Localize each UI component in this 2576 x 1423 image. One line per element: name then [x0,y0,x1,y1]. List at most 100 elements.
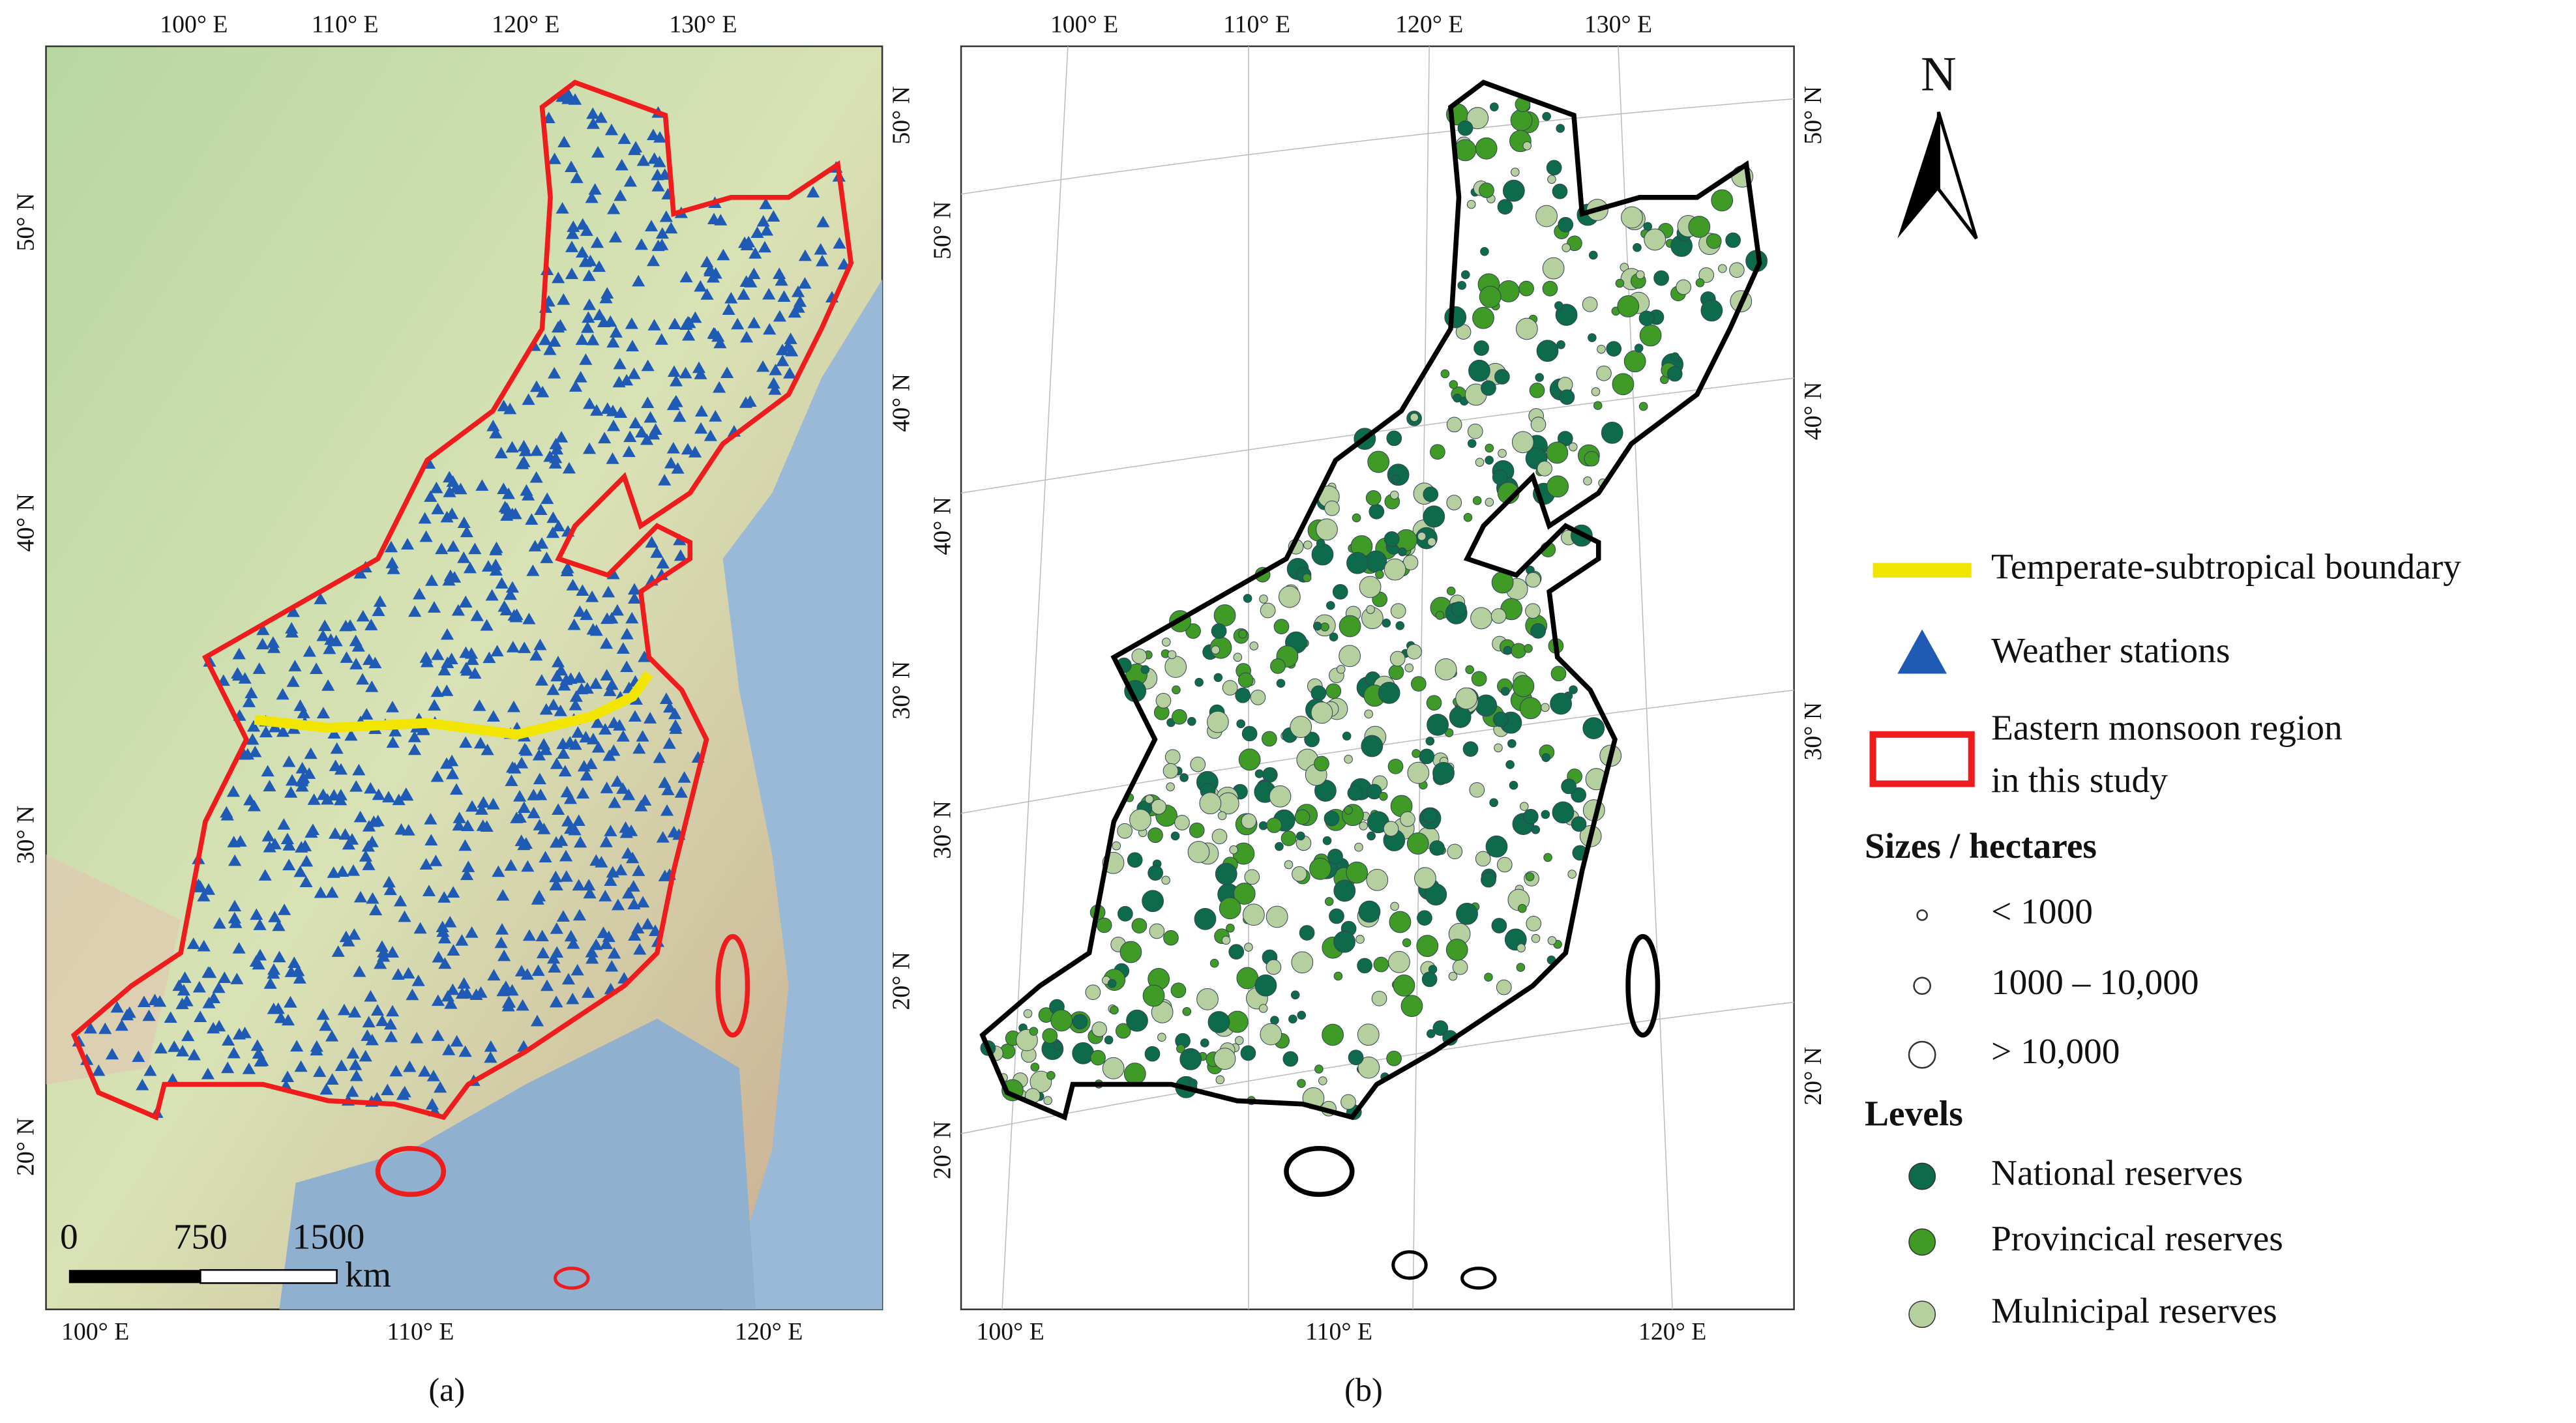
weather-station [441,990,455,1002]
weather-station [253,948,267,961]
weather-station [263,840,276,853]
weather-station [682,329,696,341]
reserve [1209,958,1219,968]
reserve [1297,1079,1306,1088]
weather-station [559,849,573,862]
weather-station [594,111,608,123]
reserve [1427,537,1436,547]
weather-station [561,87,575,99]
reserve [1457,120,1473,136]
reserve [1233,653,1243,662]
terrain [46,854,181,1085]
weather-station [531,964,545,976]
weather-station [731,317,745,330]
weather-station [246,720,261,732]
reserve [1023,1009,1033,1018]
weather-station [431,503,445,514]
weather-station [389,725,402,737]
weather-station [559,870,573,882]
weather-station [599,291,613,304]
weather-station [280,1070,295,1082]
weather-station [435,542,449,555]
weather-station [551,656,565,667]
weather-station [489,544,503,555]
reserve [1320,623,1329,632]
weather-station [304,826,318,838]
weather-station [534,503,548,515]
weather-station [451,604,465,616]
reserve [1275,842,1284,851]
reserve [1333,879,1356,902]
weather-station [293,972,306,984]
weather-station [213,917,226,929]
weather-station [656,557,670,569]
weather-station [330,742,344,754]
weather-station [546,698,561,711]
reserve [1373,956,1389,973]
weather-station [494,936,508,948]
weather-station [437,932,452,944]
weather-station [164,1011,177,1023]
reserve [1348,1049,1364,1066]
weather-station [666,441,680,454]
weather-station [424,490,437,502]
reserve [1355,935,1365,944]
weather-station [424,834,438,846]
weather-station [385,946,400,958]
weather-station [201,1068,215,1079]
weather-station [436,920,449,932]
reserve [1390,603,1406,619]
reserve [1123,1063,1146,1085]
weather-station [603,684,617,696]
weather-station [470,609,484,621]
weather-station [549,451,563,463]
reserve [1507,739,1517,748]
weather-station [416,724,430,735]
reserve [1446,586,1456,596]
weather-station [646,128,660,141]
reserve [1554,301,1563,310]
ocean [722,279,883,1310]
weather-station [773,310,787,322]
right-label: 50° N [888,86,915,145]
weather-station [517,439,531,452]
right-label: 20° N [888,952,915,1010]
weather-station [634,238,648,250]
weather-station [272,919,286,932]
weather-station [564,822,578,834]
weather-station [425,1098,439,1110]
reserve [1207,711,1229,733]
reserve [1378,682,1400,704]
weather-station [254,1055,267,1067]
weather-station [539,703,553,715]
weather-station [271,1002,285,1014]
reserve [1670,352,1680,362]
weather-station [533,772,546,785]
reserve [1556,340,1565,349]
reserve [1194,907,1217,930]
reserve [1444,306,1467,329]
weather-station [599,723,612,735]
reserve [1151,799,1166,815]
reserve [1505,760,1515,769]
weather-station [530,1014,544,1027]
weather-station [549,879,563,890]
weather-station [767,377,780,389]
weather-station [230,973,244,984]
weather-station [763,323,777,335]
reserve [1388,950,1410,973]
weather-station [381,791,396,802]
reserve [1126,1009,1148,1032]
weather-station [644,712,657,724]
weather-station [256,623,270,636]
weather-station [530,444,544,456]
weather-station [237,748,251,760]
reserve [1107,979,1117,988]
reserve [1552,801,1575,824]
reserve [1711,189,1734,212]
weather-station [398,910,411,922]
reserve [1333,930,1355,953]
left-label: 50° N [929,201,956,259]
reserve [1481,872,1496,888]
